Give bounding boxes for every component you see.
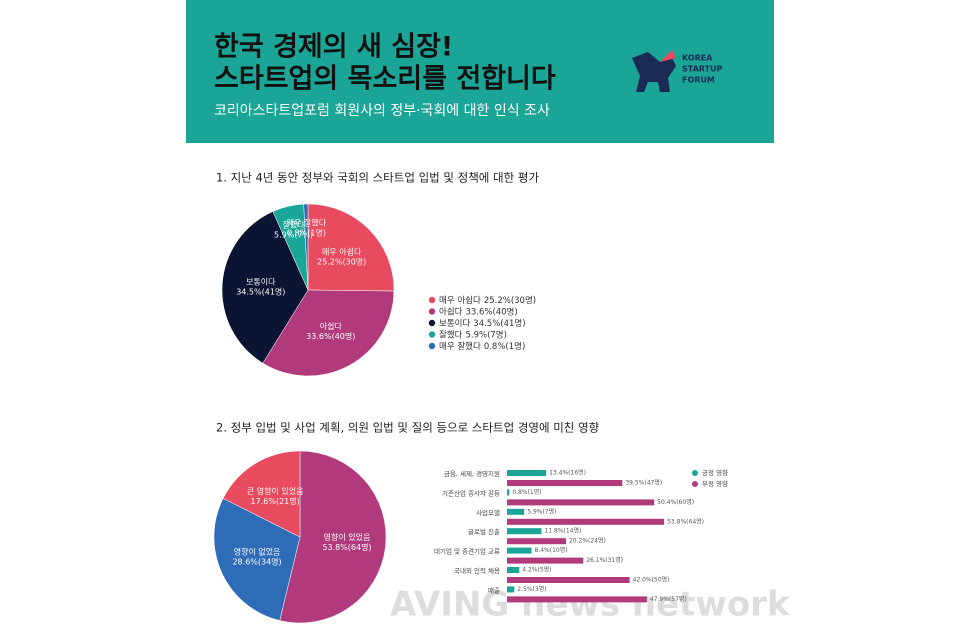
category-label: 기존산업 종사자 갈등	[442, 488, 500, 497]
category-label: 글로벌 진출	[468, 527, 500, 536]
bar	[507, 499, 655, 506]
slice-label: 보통이다	[246, 276, 276, 286]
bar	[507, 480, 623, 486]
pie-slice	[222, 450, 301, 538]
watermark: AVING news network	[390, 585, 791, 625]
legend-entry: 보통이다 34.5%(41명)	[439, 318, 526, 329]
legend-entry: 아쉽다 33.6%(40명)	[439, 306, 518, 317]
legend-swatch	[428, 331, 436, 338]
legend-label: 아쉽다	[439, 306, 463, 317]
slice-value-label: 5.9%(7명)	[274, 229, 313, 239]
legend-swatch	[428, 308, 436, 315]
bar-value-label: 8.4%(10명)	[535, 546, 568, 554]
title-line: 스타트업의 목소리를 전합니다	[214, 64, 556, 95]
bar-value-label: 26.1%(31명)	[586, 556, 623, 564]
section-title: 1. 지난 4년 동안 정부와 국회의 스타트업 입법 및 정책에 대한 평가	[216, 171, 539, 185]
bar	[507, 596, 647, 603]
legend-swatch	[428, 296, 436, 304]
category-label: 대기업 및 중견기업 교류	[434, 547, 500, 556]
category-label: 사업모델	[476, 508, 500, 517]
category-label: 금융, 세제, 경영지원	[444, 469, 500, 478]
bar	[507, 557, 584, 564]
subtitle: 코리아스타트업포럼 회원사의 정부·국회에 대한 인식 조사	[214, 103, 550, 119]
header-band	[186, 0, 774, 143]
slice-value-label: 34.5%(41명)	[236, 286, 285, 296]
bar-value-label: 20.2%(24명)	[569, 537, 606, 545]
pie-slice	[307, 203, 395, 292]
bar	[507, 518, 665, 525]
bar	[507, 586, 515, 593]
bar-value-label: 53.8%(64명)	[667, 517, 704, 525]
legend-swatch	[692, 481, 698, 487]
pie-slice	[213, 498, 301, 621]
legend-value: 25.2%(30명)	[484, 295, 536, 306]
slice-value-label: 0.8%(1명)	[287, 228, 326, 238]
bar	[507, 489, 510, 496]
logo-text: STARTUP	[682, 65, 723, 74]
logo-text: KOREA	[682, 54, 713, 63]
slice-label: 영향이 있었음	[324, 532, 371, 542]
legend-entry: 매우 아쉽다 25.2%(30명)	[439, 295, 536, 306]
bar	[507, 567, 520, 573]
bar	[507, 577, 630, 583]
legend-value: 0.8%(1명)	[484, 341, 525, 352]
legend-label: 매우 아쉽다	[439, 295, 481, 306]
bar	[507, 508, 525, 515]
slice-label: 큰 영향이 있었음	[247, 486, 304, 496]
bar-value-label: 13.4%(16명)	[549, 469, 586, 477]
slice-value-label: 17.6%(21명)	[251, 496, 300, 506]
slice-label: 매우 잘했다	[287, 218, 327, 228]
legend-entry: 잘했다 5.9%(7명)	[439, 329, 507, 340]
slice-value-label: 53.8%(64명)	[322, 542, 371, 552]
pie-slice	[279, 450, 387, 624]
bar-value-label: 50.4%(60명)	[657, 498, 694, 506]
legend-label: 긍정 영향	[702, 468, 728, 477]
slice-label: 매우 아쉽다	[322, 246, 362, 256]
legend-value: 33.6%(40명)	[465, 306, 517, 317]
legend-swatch	[428, 319, 436, 327]
legend-label: 매우 잘했다	[439, 341, 481, 352]
logo-text: FORUM	[682, 76, 715, 85]
bar-value-label: 47.9%(57명)	[650, 595, 687, 603]
legend-value: 5.9%(7명)	[465, 329, 506, 340]
category-label: 매출	[488, 585, 500, 594]
legend-swatch	[692, 470, 698, 476]
bar-value-label: 4.2%(5명)	[522, 566, 551, 574]
bar	[507, 547, 532, 554]
bar-value-label: 39.5%(47명)	[625, 479, 662, 487]
slice-label: 잘했다	[282, 219, 305, 229]
title-line: 한국 경제의 새 심장!	[214, 32, 453, 63]
slice-label: 아쉽다	[320, 321, 343, 331]
slice-value-label: 33.6%(40명)	[306, 331, 355, 341]
legend-label: 부정 영향	[702, 479, 728, 488]
legend-swatch	[428, 342, 436, 350]
pie-slice	[221, 211, 309, 364]
slice-value-label: 25.2%(30명)	[317, 256, 366, 266]
section-title: 2. 정부 입법 및 사업 계획, 의원 입법 및 질의 등으로 스타트업 경영…	[216, 421, 600, 435]
pie-slice	[262, 289, 395, 377]
legend-entry: 매우 잘했다 0.8%(1명)	[439, 341, 525, 352]
bar	[507, 528, 542, 535]
bar-value-label: 0.8%(1명)	[512, 488, 541, 496]
category-label: 국내외 인력 채용	[454, 566, 500, 575]
bar	[507, 470, 547, 476]
legend-value: 34.5%(41명)	[473, 318, 525, 329]
logo-icon	[632, 50, 676, 92]
pie-slice	[303, 203, 309, 291]
bar	[507, 538, 566, 545]
slice-label: 영향이 없었음	[234, 546, 281, 556]
bar-value-label: 2.5%(3명)	[517, 585, 546, 593]
slice-value-label: 28.6%(34명)	[232, 556, 281, 566]
legend-label: 잘했다	[439, 329, 463, 340]
bar-value-label: 42.0%(50명)	[633, 576, 670, 584]
legend-label: 보통이다	[439, 318, 470, 329]
bar-value-label: 11.8%(14명)	[544, 527, 581, 535]
bar-value-label: 5.9%(7명)	[527, 507, 556, 515]
